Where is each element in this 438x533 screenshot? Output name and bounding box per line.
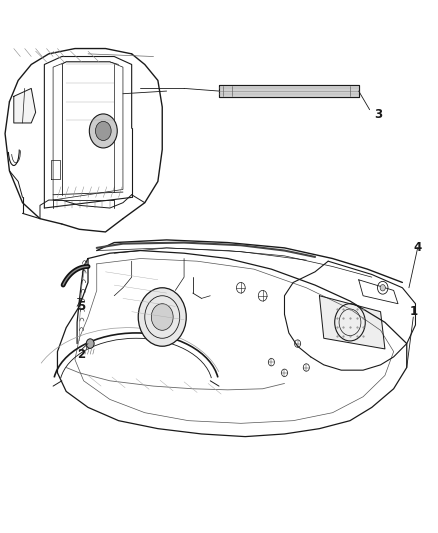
Text: 4: 4 [413,241,422,254]
Text: 5: 5 [78,300,85,313]
Text: 1: 1 [409,305,417,318]
Polygon shape [14,88,35,123]
Circle shape [380,285,385,291]
Circle shape [86,339,94,349]
Polygon shape [319,296,385,349]
Circle shape [151,304,173,330]
Circle shape [89,114,117,148]
Polygon shape [219,85,359,98]
Circle shape [138,288,186,346]
Circle shape [95,122,111,141]
Text: 3: 3 [374,109,382,122]
Text: 2: 2 [78,348,85,361]
